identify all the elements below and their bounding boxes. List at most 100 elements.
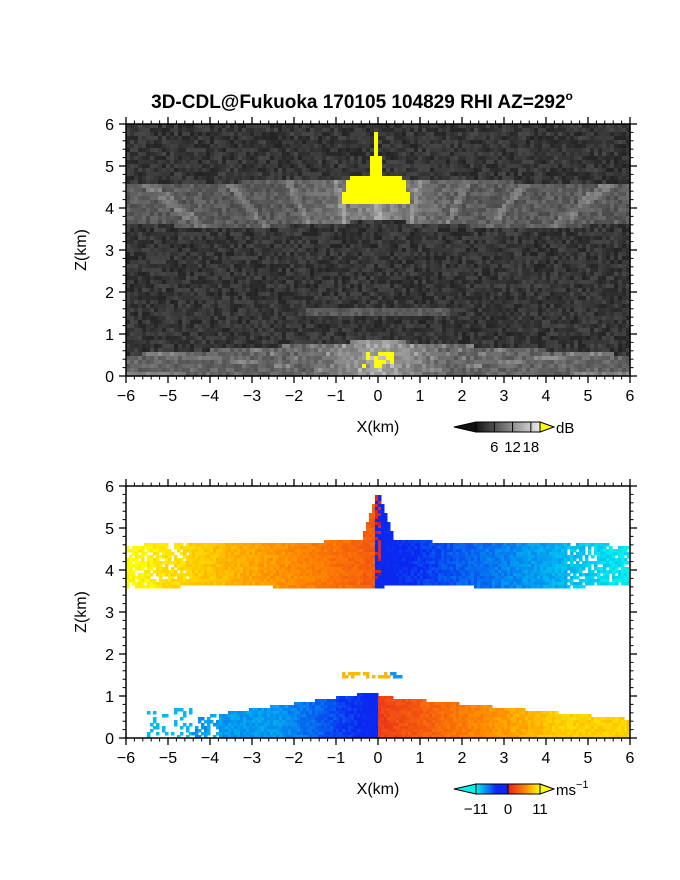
- backscatter-cell: [186, 200, 191, 205]
- backscatter-cell: [414, 176, 419, 181]
- backscatter-cell: [490, 156, 495, 161]
- backscatter-cell: [138, 268, 143, 273]
- backscatter-cell: [266, 160, 271, 165]
- backscatter-cell: [262, 184, 267, 189]
- backscatter-cell: [210, 220, 215, 225]
- backscatter-cell: [586, 216, 591, 221]
- backscatter-cell: [386, 272, 391, 277]
- backscatter-cell: [438, 132, 443, 137]
- backscatter-cell: [534, 132, 539, 137]
- backscatter-cell: [258, 276, 263, 281]
- backscatter-cell: [586, 236, 591, 241]
- backscatter-cell: [158, 248, 163, 253]
- backscatter-cell: [318, 280, 323, 285]
- backscatter-cell: [350, 272, 355, 277]
- backscatter-cell: [470, 164, 475, 169]
- backscatter-cell: [530, 264, 535, 269]
- backscatter-cell: [602, 128, 607, 133]
- backscatter-cell: [466, 164, 471, 169]
- backscatter-cell: [302, 240, 307, 245]
- backscatter-cell: [402, 168, 407, 173]
- backscatter-cell: [298, 152, 303, 157]
- backscatter-cell: [294, 208, 299, 213]
- backscatter-cell: [154, 136, 159, 141]
- backscatter-cell: [590, 268, 595, 273]
- backscatter-cell: [554, 228, 559, 233]
- backscatter-cell: [514, 260, 519, 265]
- backscatter-cell: [550, 208, 555, 213]
- backscatter-cell: [322, 164, 327, 169]
- backscatter-cell: [542, 204, 547, 209]
- backscatter-cell: [602, 188, 607, 193]
- backscatter-cell: [338, 168, 343, 173]
- backscatter-cell: [478, 268, 483, 273]
- backscatter-cell: [522, 216, 527, 221]
- backscatter-cell: [302, 192, 307, 197]
- backscatter-cell: [546, 132, 551, 137]
- backscatter-cell: [446, 156, 451, 161]
- backscatter-cell: [198, 252, 203, 257]
- backscatter-cell: [154, 196, 159, 201]
- backscatter-cell: [346, 132, 351, 137]
- backscatter-cell: [602, 176, 607, 181]
- backscatter-cell: [338, 244, 343, 249]
- backscatter-cell: [510, 196, 515, 201]
- backscatter-cell: [334, 228, 339, 233]
- backscatter-cell: [382, 240, 387, 245]
- backscatter-cell: [586, 228, 591, 233]
- backscatter-cell: [210, 152, 215, 157]
- backscatter-cell: [254, 204, 259, 209]
- backscatter-cell: [358, 260, 363, 265]
- backscatter-cell: [318, 256, 323, 261]
- backscatter-cell: [158, 140, 163, 145]
- backscatter-cell: [626, 268, 631, 273]
- backscatter-cell: [506, 192, 511, 197]
- backscatter-cell: [270, 252, 275, 257]
- backscatter-cell: [602, 144, 607, 149]
- backscatter-cell: [562, 216, 567, 221]
- backscatter-cell: [478, 188, 483, 193]
- backscatter-cell: [342, 164, 347, 169]
- backscatter-cell: [626, 188, 631, 193]
- backscatter-cell: [382, 156, 387, 161]
- backscatter-cell: [162, 156, 167, 161]
- backscatter-cell: [314, 244, 319, 249]
- backscatter-cell: [334, 144, 339, 149]
- backscatter-cell: [394, 204, 399, 209]
- backscatter-cell: [362, 188, 367, 193]
- backscatter-cell: [578, 268, 583, 273]
- backscatter-cell: [570, 144, 575, 149]
- backscatter-cell: [354, 212, 359, 217]
- backscatter-cell: [162, 148, 167, 153]
- backscatter-cell: [342, 228, 347, 233]
- backscatter-cell: [178, 232, 183, 237]
- backscatter-cell: [414, 200, 419, 205]
- backscatter-cell: [246, 192, 251, 197]
- backscatter-cell: [210, 212, 215, 217]
- backscatter-cell: [466, 136, 471, 141]
- backscatter-cell: [266, 176, 271, 181]
- backscatter-cell: [466, 212, 471, 217]
- backscatter-cell: [246, 164, 251, 169]
- backscatter-cell: [490, 260, 495, 265]
- backscatter-cell: [430, 280, 435, 285]
- backscatter-cell: [362, 212, 367, 217]
- chart-title: 3D-CDL@Fukuoka 170105 104829 RHI AZ=292o: [151, 89, 573, 113]
- backscatter-cell: [358, 252, 363, 257]
- backscatter-cell: [382, 264, 387, 269]
- backscatter-cell: [502, 196, 507, 201]
- backscatter-cell: [354, 228, 359, 233]
- backscatter-cell: [570, 172, 575, 177]
- backscatter-cell: [526, 128, 531, 133]
- backscatter-cell: [142, 192, 147, 197]
- backscatter-cell: [206, 236, 211, 241]
- backscatter-cell: [622, 188, 627, 193]
- backscatter-cell: [490, 208, 495, 213]
- backscatter-cell: [626, 176, 631, 181]
- backscatter-cell: [438, 128, 443, 133]
- backscatter-cell: [286, 124, 291, 129]
- backscatter-cell: [482, 220, 487, 225]
- backscatter-cell: [430, 192, 435, 197]
- backscatter-cell: [274, 240, 279, 245]
- backscatter-cell: [506, 224, 511, 229]
